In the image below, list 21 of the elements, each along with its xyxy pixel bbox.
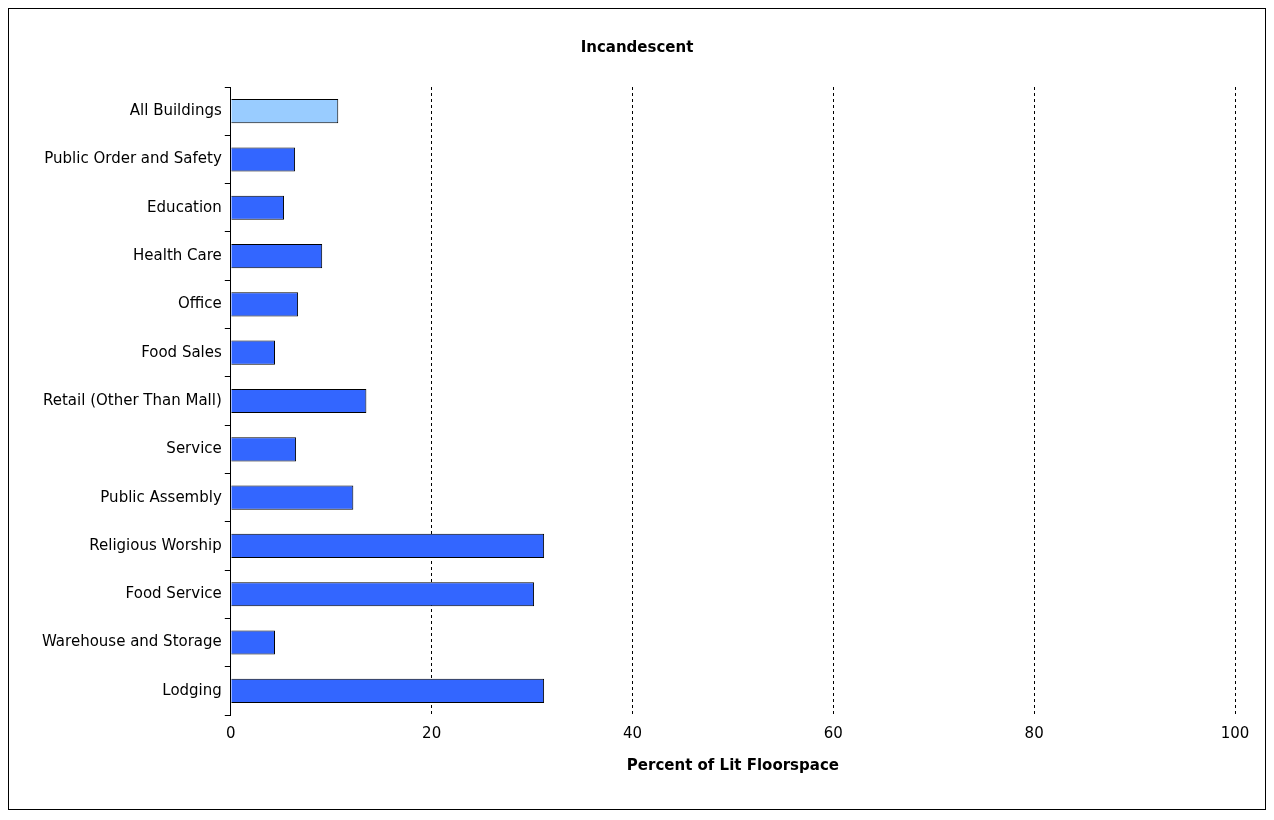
y-tick-label: Education [147, 197, 222, 216]
y-tick-label: Religious Worship [89, 535, 222, 554]
y-tick-label: Health Care [133, 245, 222, 264]
x-tick-label: 80 [1024, 723, 1044, 742]
x-tick-label: 0 [226, 723, 236, 742]
chart-title: Incandescent [580, 37, 694, 56]
x-tick-label: 60 [823, 723, 843, 742]
y-tick-label: All Buildings [129, 101, 222, 120]
x-tick-label: 100 [1220, 723, 1250, 742]
y-tick-label: Warehouse and Storage [42, 632, 222, 651]
y-tick-label: Food Service [125, 584, 222, 603]
y-tick-label: Service [166, 439, 222, 458]
y-tick-label: Food Sales [141, 342, 222, 361]
x-tick-label: 40 [622, 723, 643, 742]
y-tick-label: Retail (Other Than Mall) [42, 390, 222, 409]
y-tick-label: Office [178, 294, 222, 313]
y-tick-label: Public Assembly [100, 487, 222, 506]
y-tick-label: Lodging [162, 680, 222, 699]
x-tick-label: 20 [422, 723, 442, 742]
x-axis-title: Percent of Lit Floorspace [626, 755, 839, 774]
y-tick-label: Public Order and Safety [44, 149, 222, 168]
